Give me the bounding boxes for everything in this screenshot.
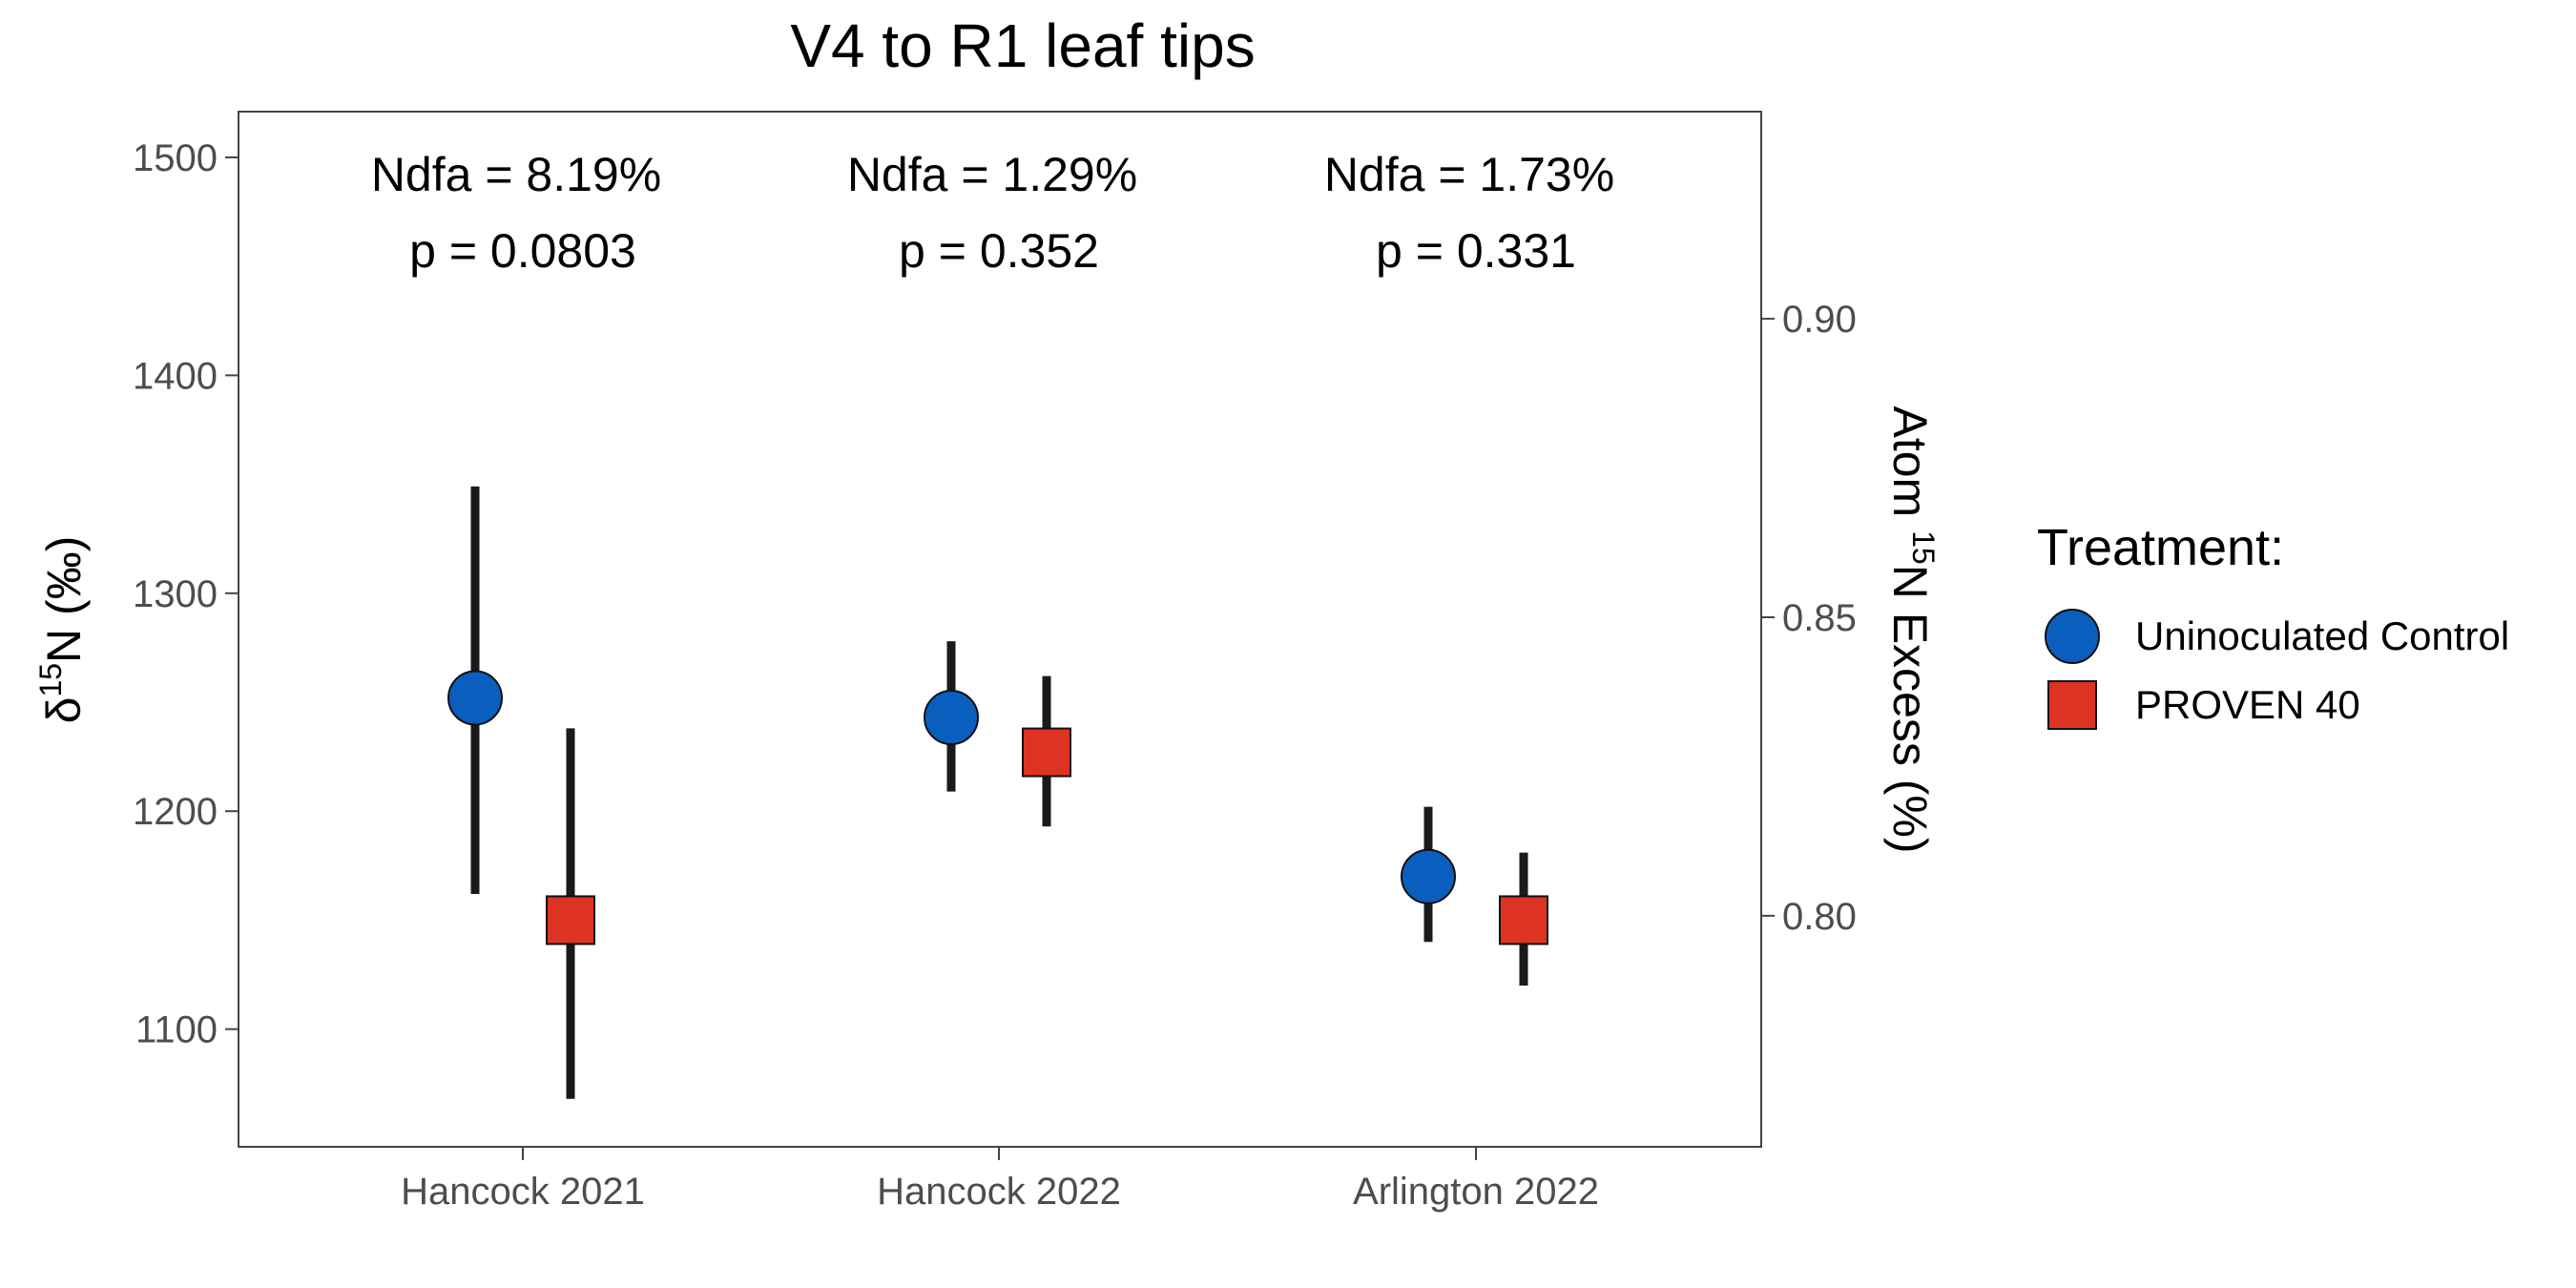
- x-tick-label: Hancock 2022: [877, 1171, 1121, 1213]
- left-y-axis-title: δ15N (‰): [33, 536, 91, 724]
- left-y-tick-label: 1100: [135, 1009, 218, 1051]
- legend: Treatment: Uninoculated Control PROVEN 40: [2037, 519, 2509, 730]
- right-y-title-sup: 15: [1906, 530, 1941, 565]
- right-y-title-prefix: Atom: [1883, 406, 1937, 531]
- data-point-square: [1022, 727, 1071, 778]
- left-y-tick-label: 1400: [133, 355, 218, 397]
- left-y-tick-label: 1200: [133, 791, 218, 833]
- right-y-tick-label: 0.80: [1782, 896, 1857, 938]
- right-y-tick-label: 0.85: [1782, 597, 1857, 639]
- plot-panel: [238, 111, 1762, 1148]
- left-y-title-prefix: δ: [37, 697, 91, 724]
- legend-label: PROVEN 40: [2135, 682, 2360, 727]
- annotation-ndfa: Ndfa = 1.29%: [847, 148, 1137, 201]
- annotation-p-value: p = 0.331: [1376, 224, 1576, 278]
- right-y-tick-label: 0.90: [1782, 299, 1857, 341]
- data-point-square: [546, 895, 595, 945]
- data-marks: [447, 486, 1548, 1099]
- annotation-ndfa: Ndfa = 1.73%: [1324, 148, 1614, 201]
- left-y-tick-label: 1500: [133, 137, 218, 179]
- legend-key-circle: [2045, 609, 2100, 664]
- legend-title: Treatment:: [2037, 519, 2284, 576]
- x-tick-label: Hancock 2021: [401, 1171, 645, 1213]
- data-point-circle: [447, 670, 503, 726]
- right-y-axis: 0.80 0.85 0.90: [1761, 299, 1857, 938]
- data-point-square: [1499, 895, 1548, 945]
- legend-label: Uninoculated Control: [2135, 613, 2509, 658]
- data-point-circle: [924, 690, 979, 746]
- annotation-p-value: p = 0.0803: [409, 224, 636, 278]
- left-y-title-sup: 15: [33, 663, 68, 697]
- annotation-ndfa: Ndfa = 8.19%: [371, 148, 661, 201]
- left-y-axis: 1100 1200 1300 1400 1500: [133, 137, 239, 1051]
- legend-items: Uninoculated Control PROVEN 40: [2045, 609, 2509, 730]
- data-point-circle: [1401, 848, 1456, 904]
- legend-key-square: [2047, 680, 2097, 730]
- annotation-p-value: p = 0.352: [899, 224, 1099, 278]
- left-y-tick-label: 1300: [133, 573, 218, 615]
- right-y-title-suffix: N Excess (%): [1883, 565, 1937, 854]
- annotations: Ndfa = 8.19% p = 0.0803 Ndfa = 1.29% p = 0.…: [371, 148, 1614, 278]
- left-y-title-suffix: N (‰): [37, 536, 91, 663]
- x-tick-label: Arlington 2022: [1353, 1171, 1599, 1213]
- chart-title: V4 to R1 leaf tips: [790, 11, 1255, 80]
- x-axis: Hancock 2021 Hancock 2022 Arlington 2022: [401, 1147, 1599, 1213]
- right-y-axis-title: Atom 15N Excess (%): [1883, 406, 1941, 854]
